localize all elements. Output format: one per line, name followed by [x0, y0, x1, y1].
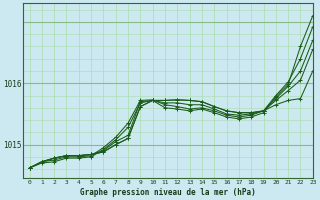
X-axis label: Graphe pression niveau de la mer (hPa): Graphe pression niveau de la mer (hPa) [80, 188, 256, 197]
